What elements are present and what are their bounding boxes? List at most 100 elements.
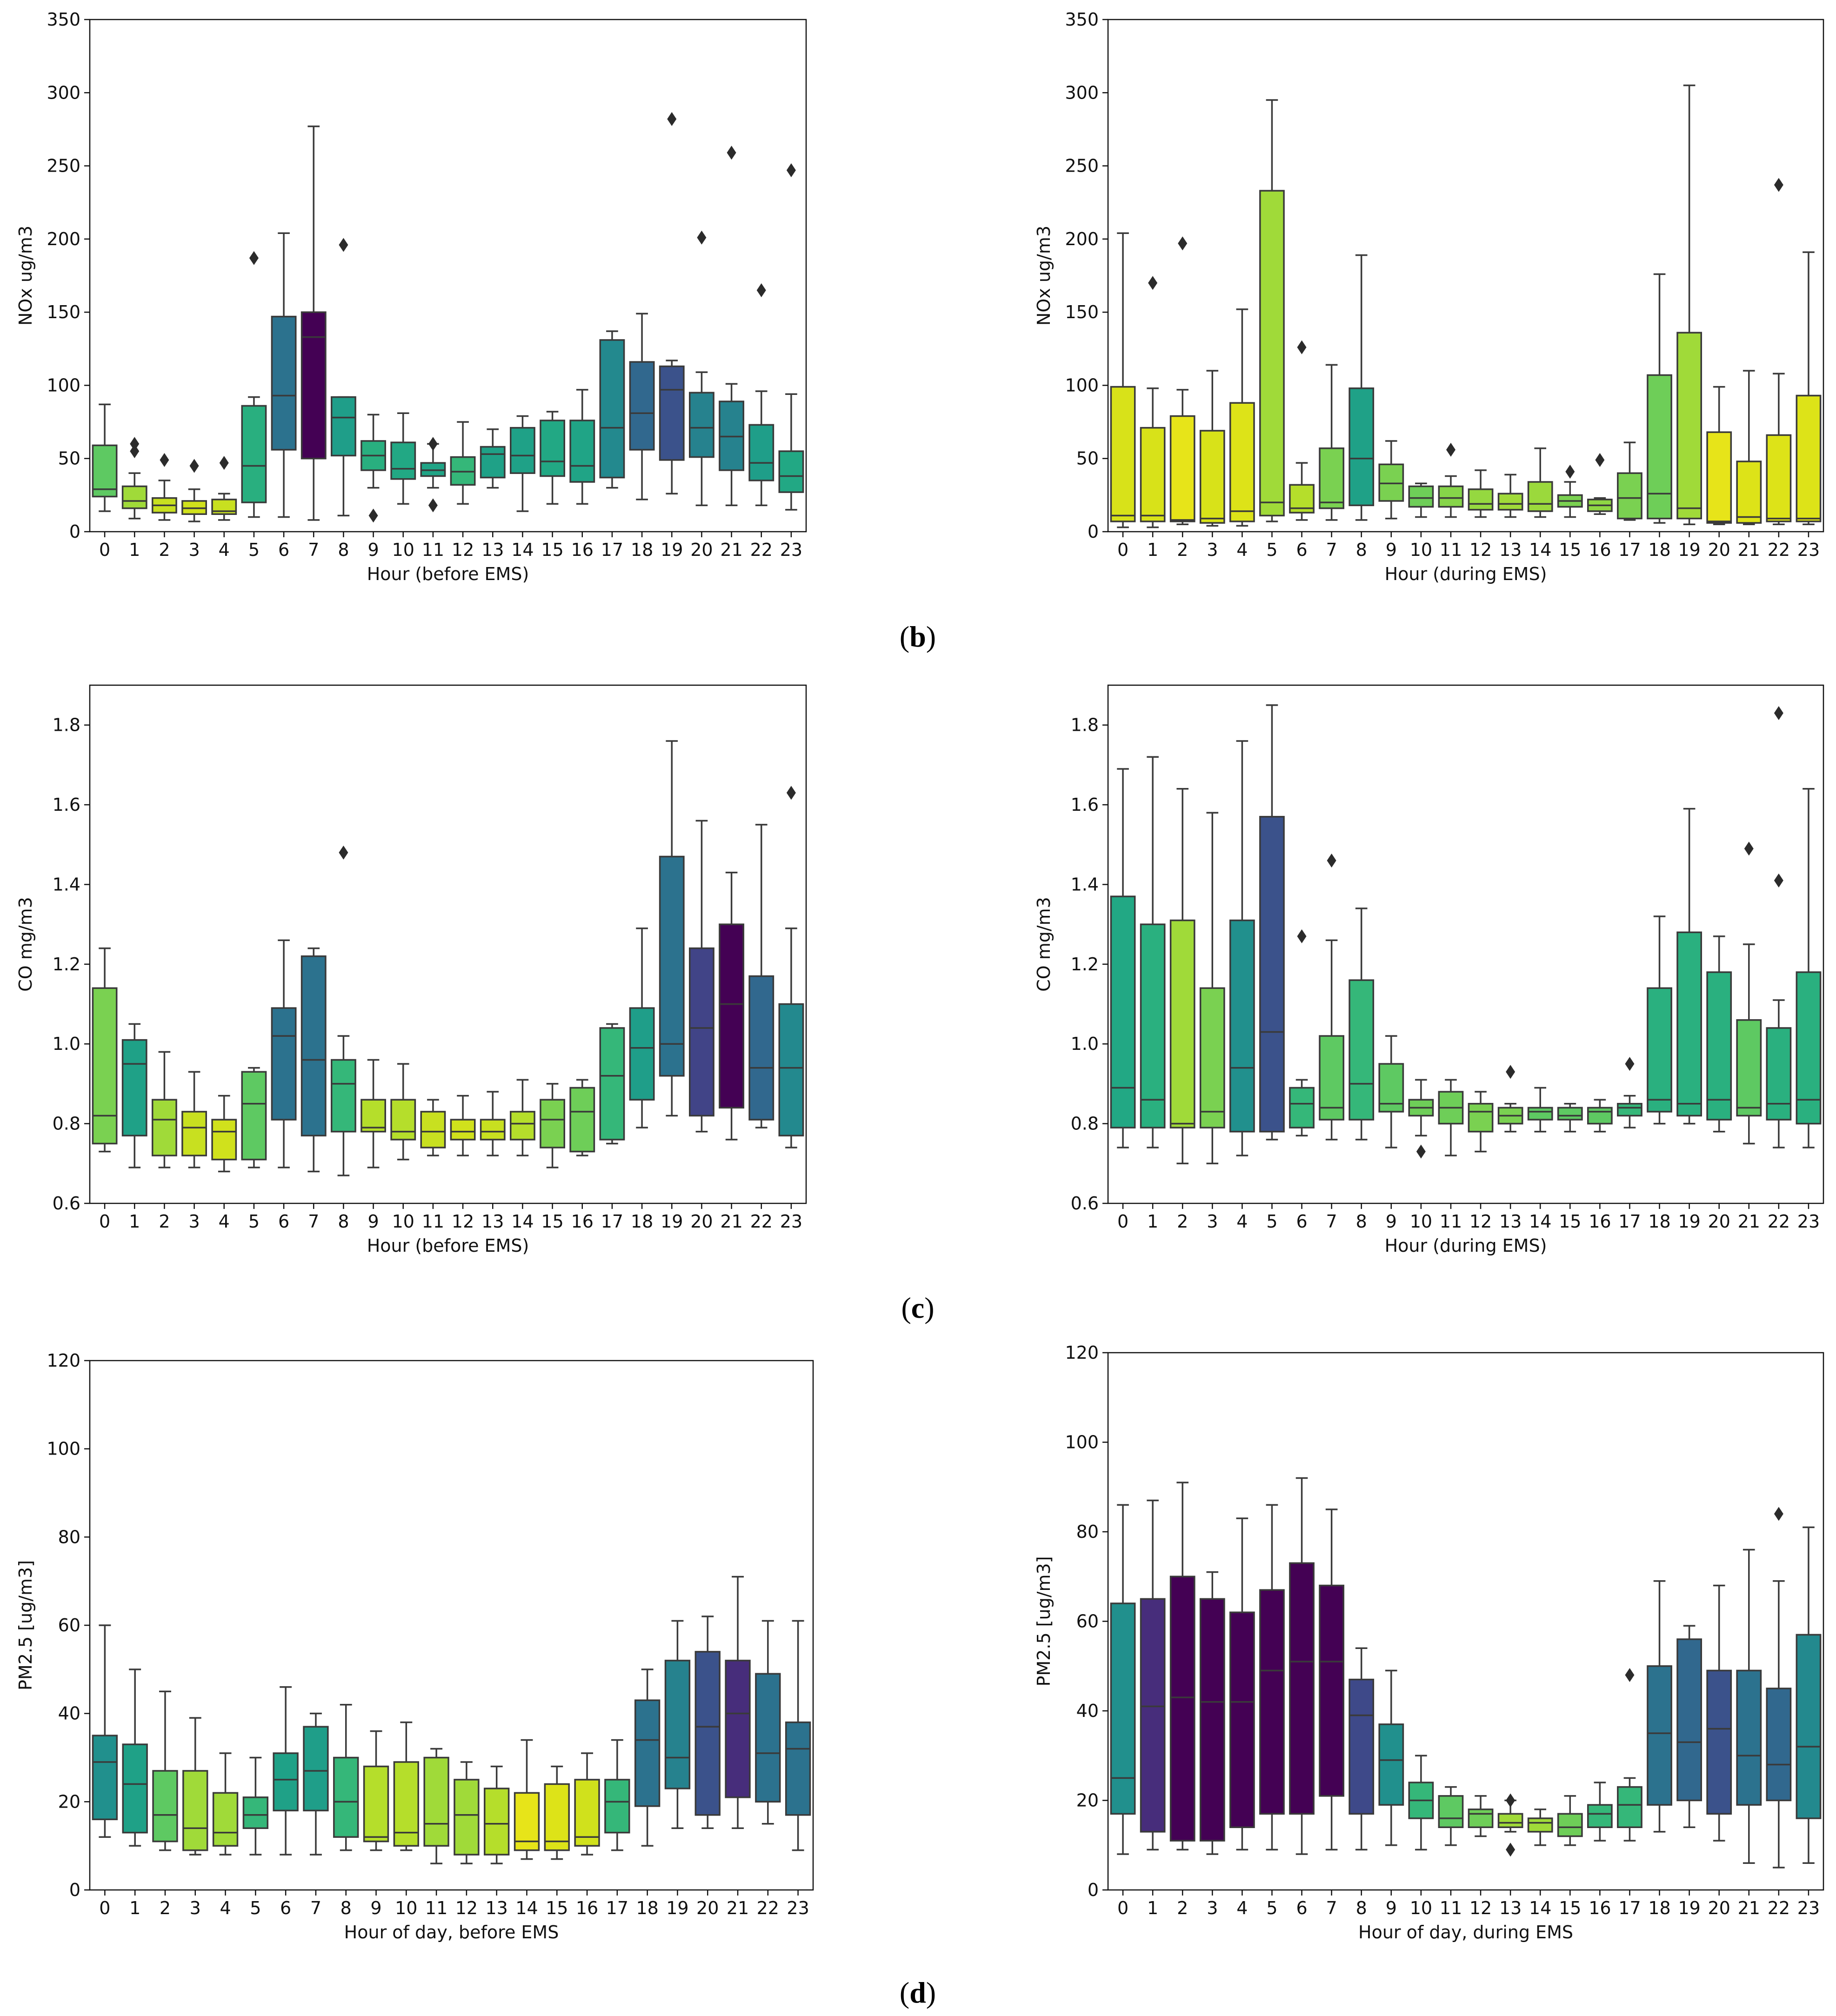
x-tick-label: 16 — [1589, 540, 1611, 560]
box-hour-9 — [361, 414, 387, 523]
box-hour-6 — [1289, 929, 1315, 1137]
box-hour-3 — [1199, 1571, 1225, 1855]
x-tick-label: 17 — [1618, 1898, 1641, 1918]
iqr-box — [182, 1770, 208, 1851]
y-axis-label: NOx ug/m3 — [1034, 226, 1054, 326]
box-hour-16 — [569, 1079, 595, 1156]
box-hour-16 — [1587, 453, 1613, 515]
x-tick-label: 10 — [1410, 540, 1432, 560]
y-axis-label: NOx ug/m3 — [15, 226, 36, 326]
box-hour-9 — [1378, 1035, 1404, 1148]
box-hour-8 — [1349, 908, 1375, 1141]
iqr-box — [1438, 485, 1464, 508]
x-tick-label: 1 — [1147, 1898, 1158, 1918]
iqr-box — [92, 1735, 118, 1821]
x-tick-label: 11 — [425, 1898, 447, 1918]
x-tick-label: 10 — [395, 1898, 417, 1918]
iqr-box — [212, 1792, 239, 1847]
outlier-point — [1595, 453, 1605, 467]
box-hour-6 — [273, 1686, 299, 1856]
iqr-box — [1766, 1688, 1792, 1802]
x-tick-label: 6 — [278, 1211, 289, 1232]
x-tick-label: 14 — [1529, 1898, 1551, 1918]
x-tick-label: 4 — [1236, 1898, 1248, 1918]
x-tick-label: 17 — [1618, 540, 1641, 560]
x-tick-label: 13 — [486, 1898, 508, 1918]
box-hour-11 — [1438, 1079, 1464, 1156]
x-tick-label: 16 — [576, 1898, 598, 1918]
x-tick-label: 7 — [308, 1211, 319, 1232]
iqr-box — [1229, 402, 1255, 522]
iqr-box — [1706, 971, 1732, 1121]
x-tick-label: 18 — [636, 1898, 658, 1918]
x-tick-label: 19 — [1678, 1211, 1700, 1232]
y-tick-label: 80 — [58, 1527, 80, 1547]
x-tick-label: 19 — [661, 1211, 683, 1232]
iqr-box — [1110, 386, 1136, 522]
y-tick-label: 1.4 — [1071, 874, 1099, 895]
box-hour-21 — [719, 146, 744, 507]
outlier-point — [1148, 276, 1158, 290]
x-tick-label: 0 — [1117, 1898, 1128, 1918]
box-hour-0 — [92, 947, 118, 1153]
iqr-box — [1676, 332, 1702, 520]
box-hour-5 — [241, 251, 267, 518]
box-hour-20 — [689, 820, 714, 1133]
box-hour-19 — [659, 112, 685, 494]
y-tick-label: 1.6 — [53, 794, 80, 815]
x-tick-label: 13 — [1499, 1211, 1522, 1232]
iqr-box — [423, 1756, 449, 1847]
box-hour-8 — [1349, 254, 1375, 521]
y-tick-label: 0.6 — [1071, 1193, 1099, 1214]
box-hour-14 — [1527, 1809, 1553, 1846]
box-hour-16 — [574, 1752, 600, 1856]
box-hour-7 — [300, 125, 327, 521]
x-tick-label: 20 — [1708, 1211, 1730, 1232]
box-hour-23 — [778, 163, 804, 511]
y-tick-label: 100 — [1065, 375, 1099, 395]
iqr-box — [454, 1779, 480, 1856]
x-tick-label: 1 — [129, 540, 140, 560]
y-tick-label: 20 — [1076, 1790, 1099, 1811]
box-hour-4 — [211, 1095, 237, 1173]
box-hour-8 — [331, 845, 356, 1176]
x-tick-label: 0 — [99, 540, 110, 560]
outlier-point — [1327, 854, 1336, 868]
iqr-box — [1766, 1027, 1792, 1121]
box-hour-17 — [1617, 1668, 1642, 1842]
x-tick-label: 16 — [571, 1211, 594, 1232]
box-hour-18 — [629, 927, 655, 1128]
box-hour-3 — [181, 459, 207, 522]
iqr-box — [574, 1779, 600, 1847]
x-axis-label: Hour of day, before EMS — [344, 1922, 559, 1943]
box-hour-3 — [1199, 370, 1225, 527]
box-hour-10 — [1408, 1079, 1434, 1159]
box-hour-5 — [1259, 99, 1285, 522]
outlier-point — [1625, 1057, 1635, 1071]
iqr-box — [1676, 1638, 1702, 1802]
box-hour-0 — [1110, 1504, 1136, 1855]
box-hour-17 — [599, 1023, 625, 1145]
outlier-point — [1565, 465, 1575, 479]
iqr-box — [1319, 1035, 1345, 1121]
x-tick-label: 0 — [99, 1211, 110, 1232]
y-tick-label: 300 — [1065, 82, 1099, 103]
box-hour-20 — [1706, 386, 1732, 526]
outlier-point — [1744, 841, 1754, 856]
x-tick-label: 2 — [1177, 1898, 1188, 1918]
box-hour-18 — [1647, 915, 1672, 1125]
y-tick-label: 1.8 — [1071, 715, 1099, 735]
iqr-box — [1647, 374, 1672, 520]
iqr-box — [1229, 919, 1255, 1133]
x-tick-label: 19 — [1678, 540, 1700, 560]
box-hour-2 — [152, 1690, 178, 1851]
x-tick-label: 12 — [1469, 1898, 1492, 1918]
x-tick-label: 17 — [601, 540, 623, 560]
box-hour-12 — [1468, 1795, 1494, 1837]
iqr-box — [300, 955, 327, 1137]
iqr-box — [544, 1783, 570, 1851]
x-tick-label: 12 — [1469, 1211, 1492, 1232]
box-hour-23 — [1796, 1526, 1822, 1864]
outlier-point — [697, 230, 707, 245]
box-hour-16 — [569, 389, 595, 505]
